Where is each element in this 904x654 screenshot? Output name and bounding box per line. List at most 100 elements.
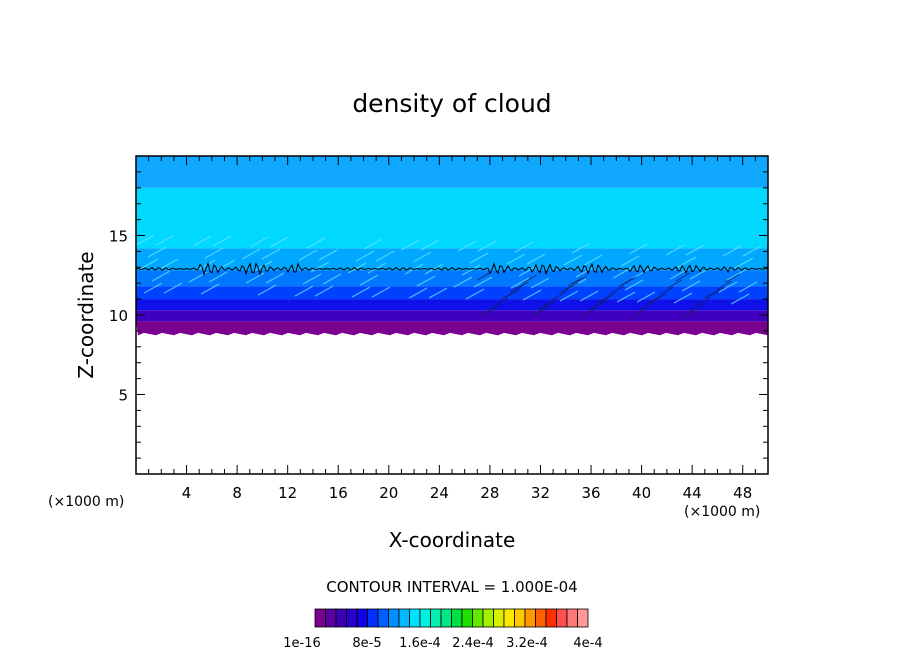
wave-streak	[514, 241, 534, 253]
wave-streak	[677, 256, 697, 268]
y-tick-label: 10	[109, 307, 128, 325]
wave-streak	[318, 249, 338, 261]
colorbar-swatch	[545, 608, 557, 628]
wave-streak	[551, 291, 566, 301]
colorbar-swatch	[335, 608, 347, 628]
wave-streak	[509, 283, 525, 293]
wave-streak	[522, 274, 537, 284]
x-tick-label: 20	[379, 484, 398, 502]
wave-streak	[265, 272, 285, 284]
colorbar-swatch	[398, 608, 410, 628]
cloud-band	[136, 299, 768, 311]
wave-streak	[624, 279, 644, 291]
wave-streak	[493, 297, 508, 307]
wave-streak	[689, 268, 709, 280]
wave-streak	[473, 276, 493, 288]
wave-streak	[518, 265, 538, 277]
colorbar-labels: 1e-16 8e-5 1.6e-4 2.4e-4 3.2e-4 4e-4	[283, 636, 602, 651]
wave-streak	[139, 258, 159, 270]
wave-streak	[480, 306, 496, 316]
cloud-band	[136, 187, 768, 249]
wave-streak	[192, 235, 212, 247]
wave-streak	[310, 261, 330, 273]
wave-streak	[722, 245, 742, 257]
wave-streak	[680, 310, 695, 320]
wave-streak	[212, 235, 232, 247]
x-tick-label: 32	[531, 484, 550, 502]
wave-streak	[428, 287, 448, 299]
wave-streaks	[136, 234, 762, 320]
wave-streak	[306, 237, 326, 249]
colorbar-label: 8e-5	[352, 636, 381, 651]
wave-streak	[665, 244, 685, 256]
wave-streak	[314, 285, 334, 297]
wave-streak	[730, 293, 750, 305]
wave-streak	[294, 285, 314, 297]
wave-streak	[355, 250, 375, 262]
wave-streak	[696, 296, 711, 306]
colorbar-swatch	[419, 608, 431, 628]
wave-streak	[302, 273, 322, 285]
wave-streak	[241, 248, 261, 260]
wave-streak	[681, 280, 701, 292]
colorbar-label: 3.2e-4	[506, 636, 548, 651]
x-tick-label: 40	[632, 484, 651, 502]
contour-line	[136, 261, 768, 277]
wave-streak	[579, 290, 599, 302]
wave-streak	[347, 262, 367, 274]
wave-streak	[718, 281, 738, 293]
x-tick-label: 16	[329, 484, 348, 502]
colorbar-swatch	[577, 608, 589, 628]
wave-streak	[501, 290, 517, 300]
wave-streak	[638, 302, 653, 312]
wave-streak	[526, 253, 546, 265]
colorbar-swatch	[325, 608, 337, 628]
colorbar-swatch	[493, 608, 505, 628]
colorbar-swatch	[461, 608, 473, 628]
cloud-band	[136, 286, 768, 300]
y-axis-label: Z-coordinate	[74, 251, 98, 378]
wave-streak	[420, 239, 440, 251]
wave-streak	[196, 259, 216, 271]
wave-streak	[704, 289, 720, 299]
wave-streak	[738, 281, 758, 293]
wave-streak	[412, 251, 432, 263]
wave-streak	[588, 301, 604, 311]
wave-streak	[559, 284, 575, 294]
wave-streak	[636, 291, 656, 303]
x-tick-label: 4	[182, 484, 192, 502]
wave-streak	[363, 238, 383, 250]
wave-streak	[506, 253, 526, 265]
colorbar-label: 2.4e-4	[452, 636, 494, 651]
wave-streak	[208, 271, 228, 283]
cloud-band	[136, 270, 768, 287]
colorbar-label: 1.6e-4	[399, 636, 441, 651]
wave-streak	[522, 289, 542, 301]
y-axis: 5 10 15	[109, 171, 768, 459]
colorbar-swatch	[503, 608, 515, 628]
x-tick-label: 28	[480, 484, 499, 502]
wave-streak	[367, 262, 387, 274]
colorbar-swatch	[440, 608, 452, 628]
colorbar-swatch	[566, 608, 578, 628]
cloud-band	[136, 321, 768, 336]
x-tick-label: 36	[581, 484, 600, 502]
wave-streak	[322, 273, 342, 285]
wave-streak	[257, 284, 277, 296]
wave-streak	[616, 291, 636, 303]
colorbar-swatch	[314, 608, 326, 628]
wave-streak	[725, 273, 740, 283]
colorbar-swatch	[524, 608, 536, 628]
wave-streak	[596, 294, 612, 304]
colorbar-swatch	[514, 608, 526, 628]
colorbar-swatch	[367, 608, 379, 628]
wave-streak	[416, 275, 436, 287]
colorbar-swatch	[482, 608, 494, 628]
wave-streak	[580, 308, 595, 318]
colorbar-swatch	[346, 608, 358, 628]
wave-streak	[204, 247, 224, 259]
y-tick-label: 15	[109, 228, 128, 246]
colorbar-swatch	[356, 608, 368, 628]
x-unit-left: (×1000 m)	[48, 494, 124, 510]
